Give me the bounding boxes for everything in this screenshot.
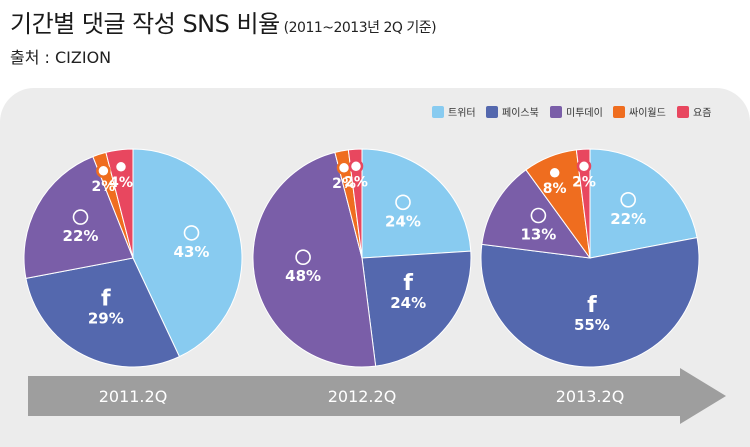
slice-label-cyworld: 2% xyxy=(92,179,116,195)
legend-label-me2day: 미투데이 xyxy=(566,107,603,119)
legend: 트위터 페이스북 미투데이 싸이월드 요즘 xyxy=(432,106,711,119)
twitter-icon xyxy=(395,194,411,211)
legend-swatch-yozm xyxy=(677,106,689,118)
slice-twitter xyxy=(361,148,472,259)
slice-me2day xyxy=(252,151,377,368)
period-label-0: 2011.2Q xyxy=(99,387,168,406)
slice-icon-yozm xyxy=(113,159,129,175)
slice-icon-cyworld xyxy=(336,160,352,176)
slice-label-twitter: 24% xyxy=(385,212,421,230)
facebook-icon: f xyxy=(101,286,111,311)
legend-label-yozm: 요즘 xyxy=(693,107,711,119)
legend-swatch-facebook xyxy=(486,106,498,118)
slice-icon-cyworld xyxy=(547,165,562,181)
slice-icon-yozm xyxy=(348,159,364,174)
pie-1: 24%f24%48%2%2% xyxy=(252,148,472,368)
facebook-icon: f xyxy=(403,271,413,296)
slice-yozm xyxy=(347,148,363,259)
me2day-icon xyxy=(530,207,547,224)
slice-label-facebook: 55% xyxy=(574,316,610,334)
twitter-icon xyxy=(620,192,637,208)
period-label-1: 2012.2Q xyxy=(328,387,397,406)
slice-label-twitter: 43% xyxy=(174,243,210,261)
chart-title: 기간별 댓글 작성 SNS 비율 (2011~2013년 2Q 기준) xyxy=(10,4,437,39)
twitter-icon xyxy=(183,225,200,241)
pie-2: 22% f55% 13% 8% 2% xyxy=(480,148,700,368)
pie-0: 43% f29% 22% 2%4% xyxy=(23,148,243,368)
slice-label-cyworld: 2% xyxy=(332,176,356,192)
slice-label-twitter: 22% xyxy=(610,210,646,228)
slice-yozm xyxy=(105,148,134,259)
facebook-icon: f xyxy=(587,293,597,318)
slice-label-me2day: 22% xyxy=(63,227,99,245)
slice-facebook xyxy=(480,236,700,368)
slice-facebook xyxy=(25,257,181,368)
slice-label-yozm: 2% xyxy=(572,174,596,190)
chart-subtitle: (2011~2013년 2Q 기준) xyxy=(283,20,437,36)
me2day-icon xyxy=(72,209,89,225)
legend-label-facebook: 페이스북 xyxy=(502,107,539,119)
period-label-2: 2013.2Q xyxy=(556,387,625,406)
me2day-icon xyxy=(295,249,311,266)
legend-swatch-cyworld xyxy=(613,106,625,118)
legend-swatch-twitter xyxy=(432,106,444,118)
chart-title-text: 기간별 댓글 작성 SNS 비율 xyxy=(10,10,280,38)
legend-label-cyworld: 싸이월드 xyxy=(629,107,666,119)
slice-me2day xyxy=(23,156,134,280)
timeline-arrow xyxy=(28,368,726,424)
slice-label-me2day: 13% xyxy=(520,226,556,244)
slice-twitter xyxy=(132,148,243,358)
chart-source: 출처 : CIZION xyxy=(10,48,112,67)
slice-label-yozm: 4% xyxy=(109,175,133,191)
slice-twitter xyxy=(589,148,698,259)
slice-label-yozm: 2% xyxy=(344,174,368,190)
slice-icon-yozm xyxy=(576,159,592,174)
legend-label-twitter: 트위터 xyxy=(448,106,476,119)
slice-label-cyworld: 8% xyxy=(543,181,567,197)
slice-label-me2day: 48% xyxy=(285,267,321,285)
slice-facebook xyxy=(361,250,472,367)
slice-icon-cyworld xyxy=(96,163,111,179)
slice-me2day xyxy=(481,169,592,259)
slice-yozm xyxy=(575,148,591,259)
slice-label-facebook: 29% xyxy=(88,309,124,327)
slice-label-facebook: 24% xyxy=(390,294,426,312)
legend-swatch-me2day xyxy=(550,106,562,118)
